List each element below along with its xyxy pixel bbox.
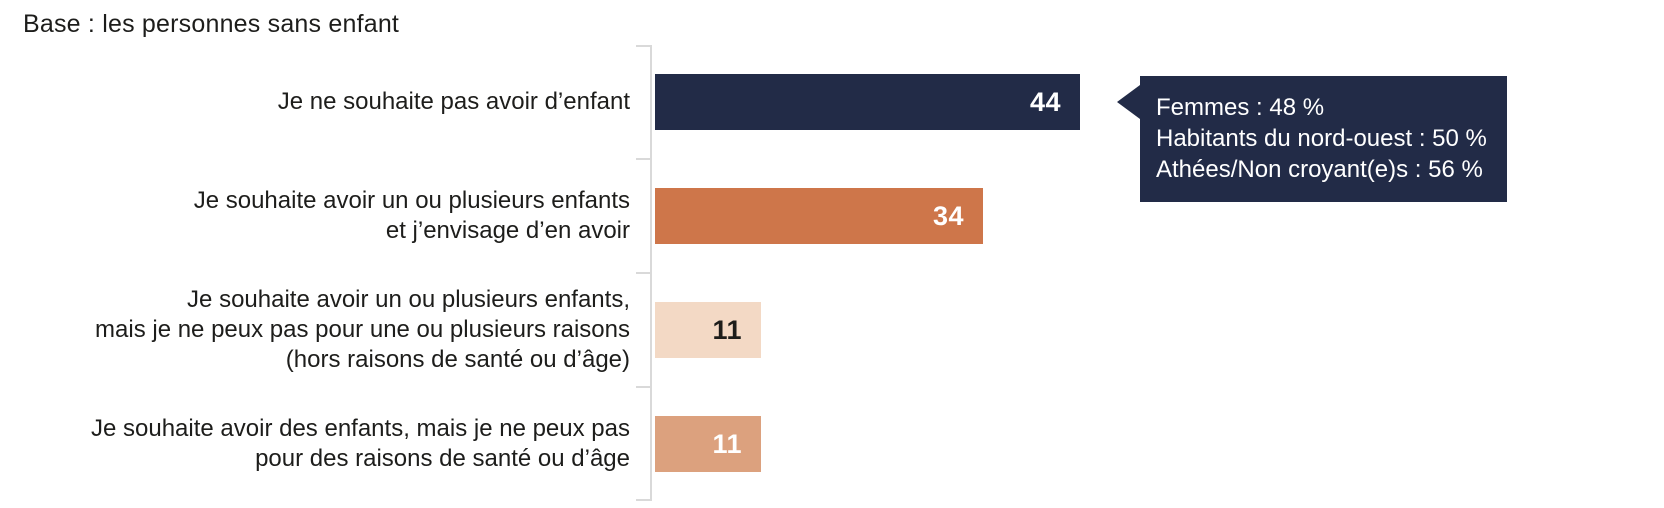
chart-row: Je ne souhaite pas avoir d’enfant 44 [0,45,1664,159]
axis-tick [636,272,652,274]
axis-tick [636,499,652,501]
bar: 44 [655,74,1080,130]
category-axis-line [636,45,652,501]
category-label: Je ne souhaite pas avoir d’enfant [277,88,630,115]
bar-value-label: 34 [932,200,964,231]
callout-line: Habitants du nord-ouest : 50 % [1156,125,1487,152]
category-label: Je souhaite avoir un ou plusieurs enfant… [95,286,630,373]
callout-line: Femmes : 48 % [1156,94,1325,121]
bar-value-label: 11 [712,428,742,459]
bar: 11 [655,416,761,472]
category-label: Je souhaite avoir un ou plusieurs enfant… [193,187,630,244]
callout-line: Athées/Non croyant(e)s : 56 % [1156,156,1483,183]
bar: 34 [655,188,983,244]
bar-value-label: 11 [712,314,742,345]
callout-arrow-icon [1117,85,1140,119]
axis-tick [636,158,652,160]
category-label: Je souhaite avoir des enfants, mais je n… [91,415,630,472]
bar: 11 [655,302,761,358]
bar-value-label: 44 [1029,86,1061,117]
chart-row: Je souhaite avoir un ou plusieurs enfant… [0,273,1664,387]
chart-base-title: Base : les personnes sans enfant [23,10,400,38]
axis-tick [636,45,652,47]
chart-row: Je souhaite avoir un ou plusieurs enfant… [0,159,1664,273]
axis-tick [636,386,652,388]
chart-row: Je souhaite avoir des enfants, mais je n… [0,387,1664,501]
annotation-callout: Femmes : 48 % Habitants du nord-ouest : … [1117,76,1507,202]
